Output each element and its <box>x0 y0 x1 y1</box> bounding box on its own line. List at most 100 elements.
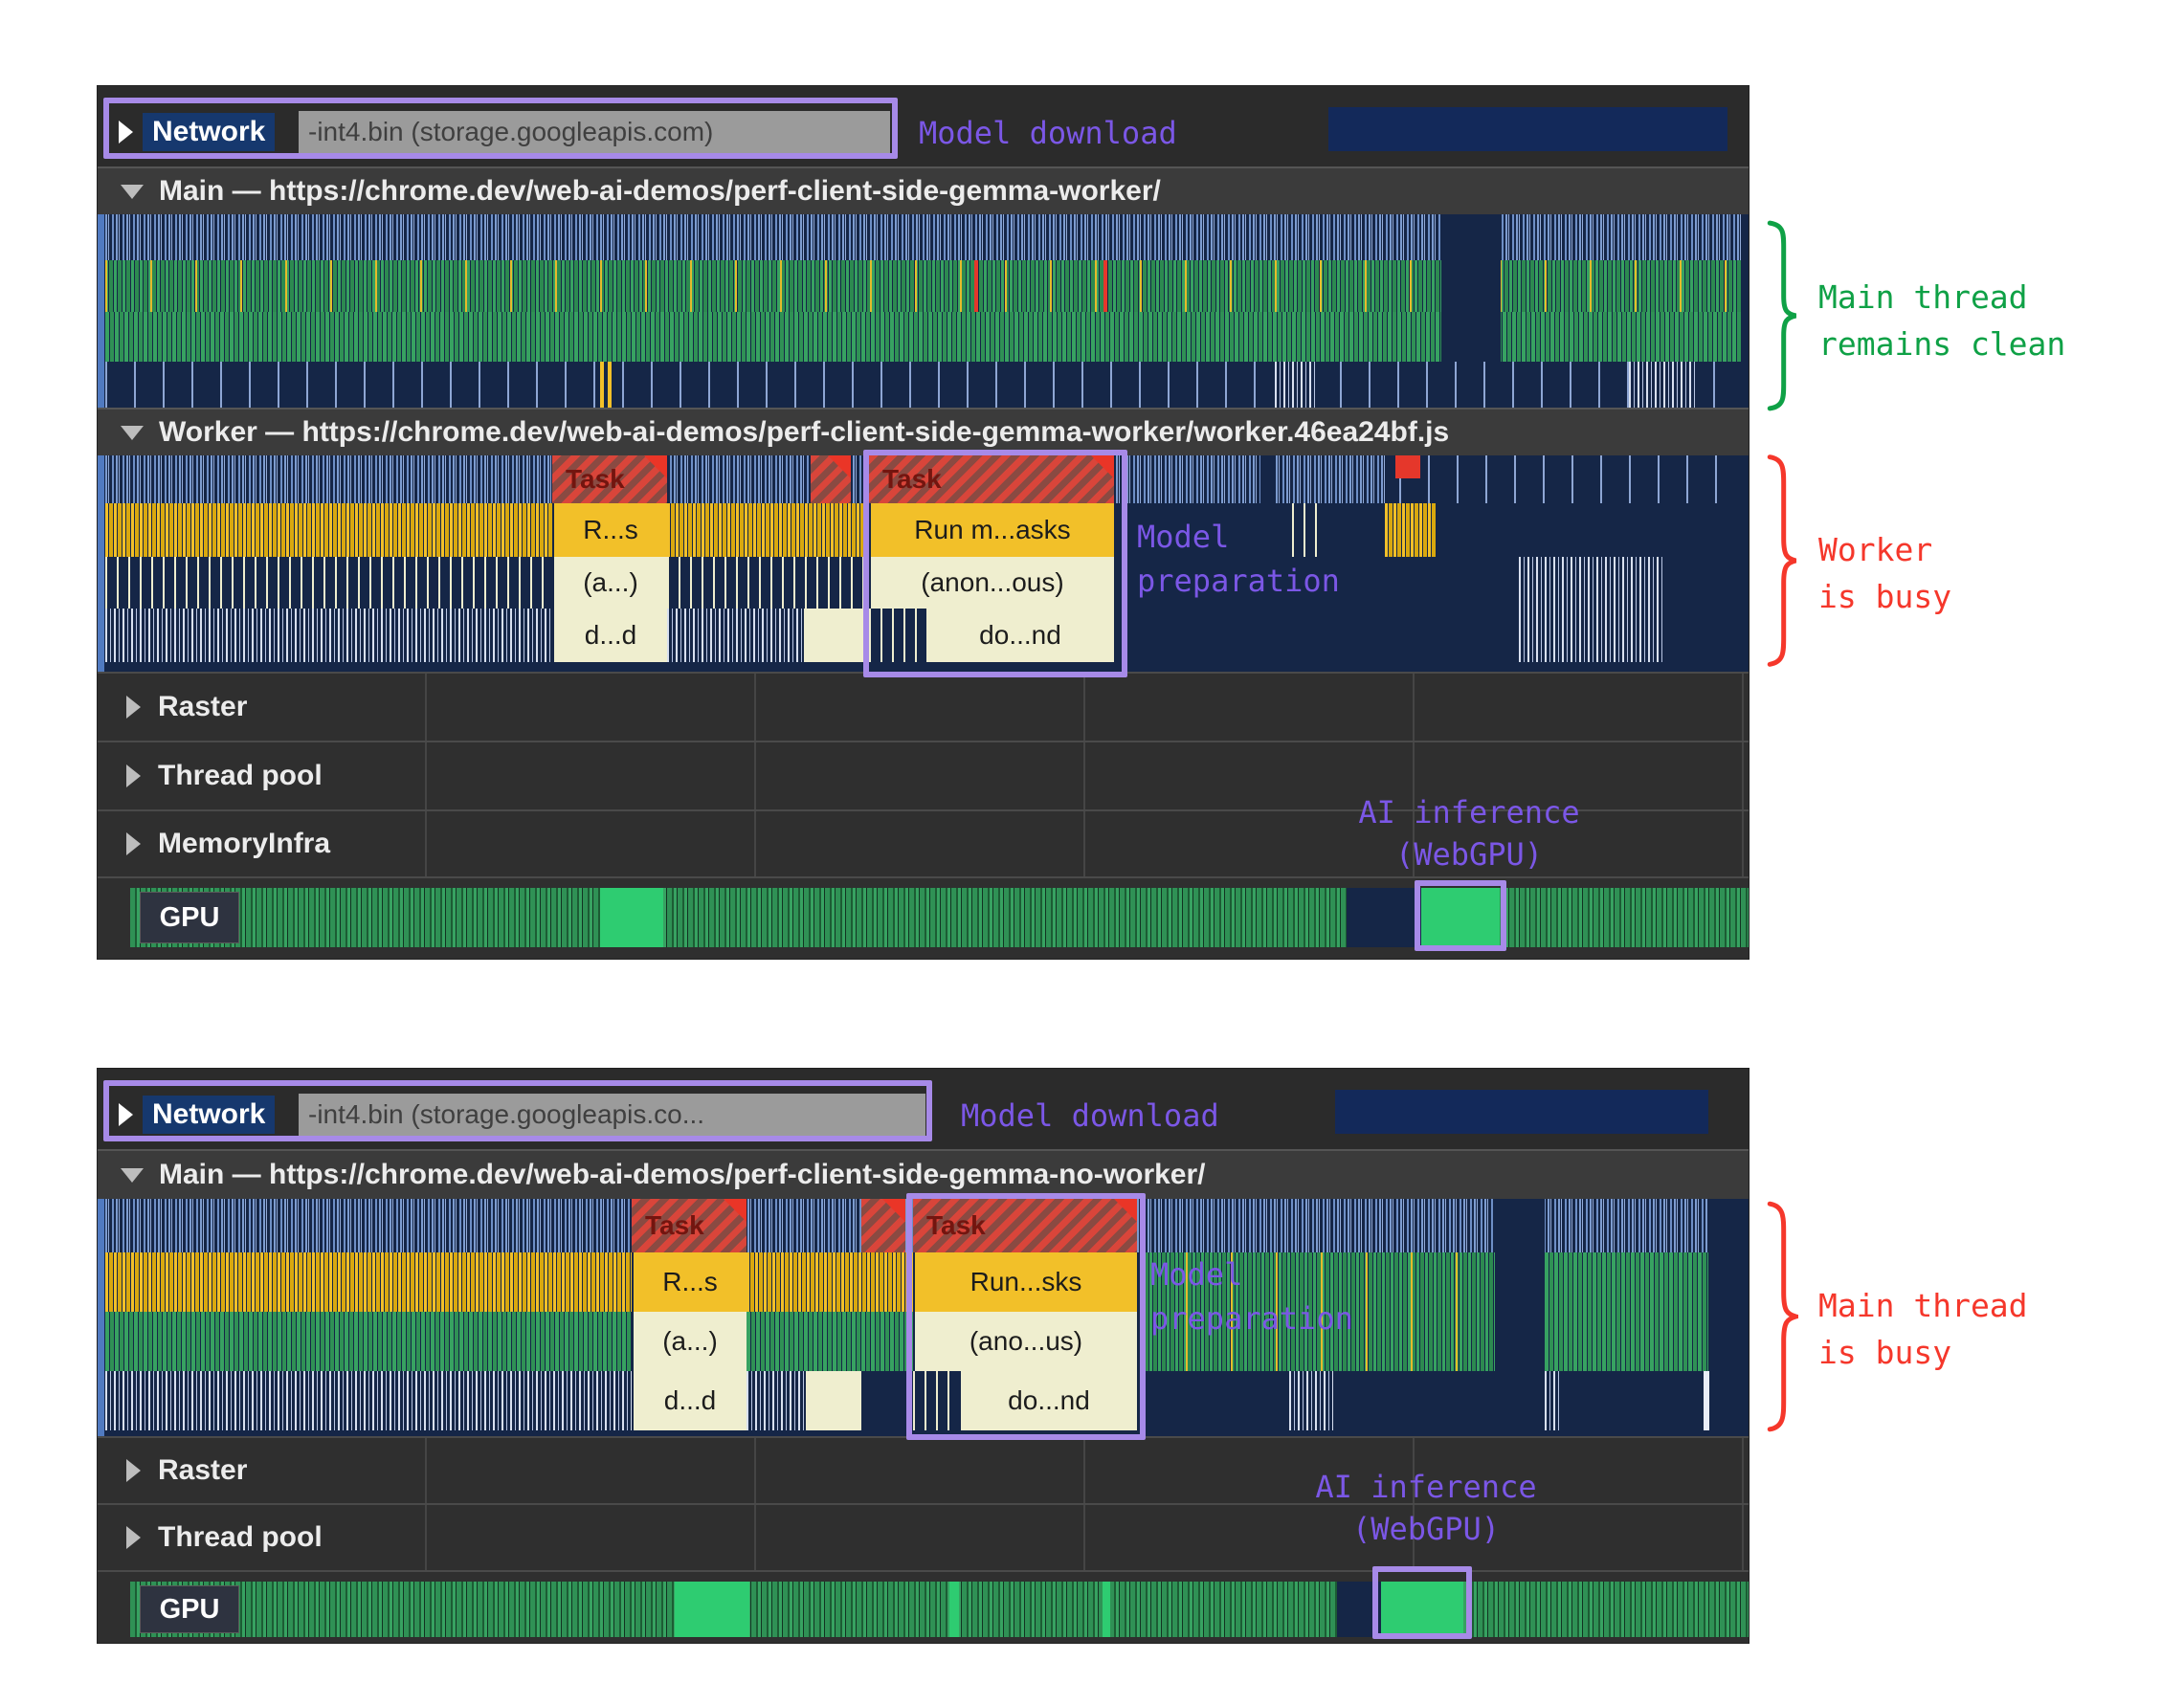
gpu-inference-burst[interactable] <box>1421 888 1500 947</box>
note-line: remains clean <box>1818 325 2066 363</box>
network-track-label[interactable]: Network <box>119 107 276 157</box>
long-task-block[interactable]: Task <box>913 1199 1137 1252</box>
gpu-burst <box>1103 1582 1110 1637</box>
gpu-inference-burst[interactable] <box>1381 1582 1463 1637</box>
note-line: Model <box>1137 519 1230 555</box>
main-thread-header[interactable]: Main — https://chrome.dev/web-ai-demos/p… <box>98 166 1749 214</box>
activity-block[interactable] <box>806 1371 861 1430</box>
activity-block[interactable] <box>804 609 863 662</box>
activity-stripes <box>105 557 552 609</box>
track-gpu[interactable]: GPU <box>98 1570 1749 1643</box>
track-memory-infra[interactable]: MemoryInfra <box>98 809 1749 876</box>
model-download-note: Model download <box>919 115 1177 151</box>
activity-stripes <box>105 609 552 662</box>
track-raster[interactable]: Raster <box>98 1436 1749 1503</box>
track-label: GPU <box>159 1593 220 1625</box>
long-task-block[interactable]: Task <box>869 455 1114 503</box>
worker-thread-header[interactable]: Worker — https://chrome.dev/web-ai-demos… <box>98 408 1749 455</box>
activity-stripes <box>747 1312 913 1371</box>
note-line: preparation <box>1150 1300 1353 1337</box>
gpu-burst <box>949 1582 959 1637</box>
block-label: d...d <box>584 620 637 650</box>
activity-stripes <box>747 1252 913 1312</box>
devtools-performance-panel-worker: -int4.bin (storage.googleapis.com) Netwo… <box>98 86 1749 959</box>
activity-tick <box>600 362 604 408</box>
green-brace <box>1766 218 1798 413</box>
task-label: Task <box>566 464 625 494</box>
block-label: d...d <box>663 1385 717 1415</box>
network-request-label: -int4.bin (storage.googleapis.co... <box>308 1099 705 1129</box>
track-label: Thread pool <box>158 1521 323 1553</box>
network-track: -int4.bin (storage.googleapis.com) Netwo… <box>98 86 1749 166</box>
track-thread-pool[interactable]: Thread pool <box>98 1503 1749 1570</box>
main-busy-note: Main thread is busy <box>1818 1282 2028 1376</box>
main-thread-header[interactable]: Main — https://chrome.dev/web-ai-demos/p… <box>98 1149 1749 1199</box>
model-preparation-note: Model preparation <box>1137 519 1340 599</box>
network-request-bar[interactable]: -int4.bin (storage.googleapis.com) <box>299 111 890 153</box>
long-task-block[interactable] <box>811 455 851 503</box>
note-line: (WebGPU) <box>1351 1511 1501 1547</box>
disclosure-triangle-icon[interactable] <box>126 764 141 787</box>
note-line: (WebGPU) <box>1394 836 1544 873</box>
track-raster[interactable]: Raster <box>98 672 1749 741</box>
download-block[interactable]: do...nd <box>925 609 1114 662</box>
long-task-corner-icon <box>1091 455 1114 478</box>
activity-stripes <box>1276 455 1385 503</box>
anonymous-block[interactable]: (a...) <box>552 557 667 609</box>
block-label: do...nd <box>979 620 1061 650</box>
anonymous-block[interactable]: (anon...ous) <box>869 557 1114 609</box>
main-thread-flamechart[interactable]: Task Task R...s Run...sks (a...) (ano...… <box>98 1199 1749 1436</box>
long-task-block[interactable]: Task <box>632 1199 747 1252</box>
block-label: R...s <box>662 1267 718 1296</box>
block-label: R...s <box>583 515 638 544</box>
anonymous-block[interactable]: (ano...us) <box>913 1312 1137 1371</box>
idle-gap <box>1495 1199 1545 1436</box>
run-tasks-block[interactable]: Run m...asks <box>869 503 1114 557</box>
collapse-triangle-icon[interactable] <box>121 1167 144 1183</box>
anonymous-block[interactable]: (a...) <box>632 1312 747 1371</box>
track-edge <box>98 214 104 408</box>
disclosure-triangle-icon[interactable] <box>126 832 141 855</box>
block-label: (ano...us) <box>969 1326 1083 1356</box>
network-request-bar[interactable]: -int4.bin (storage.googleapis.co... <box>299 1094 925 1136</box>
main-thread-flamechart[interactable] <box>98 214 1749 408</box>
activity-stripes <box>105 1252 632 1312</box>
network-track: -int4.bin (storage.googleapis.co... Netw… <box>98 1069 1749 1149</box>
download-block[interactable]: d...d <box>552 609 667 662</box>
gpu-burst <box>675 1582 749 1637</box>
download-block[interactable]: do...nd <box>959 1371 1137 1430</box>
disclosure-triangle-icon[interactable] <box>119 121 133 144</box>
track-thread-pool[interactable]: Thread pool <box>98 741 1749 809</box>
long-task-block[interactable] <box>861 1199 905 1252</box>
activity-stripes <box>105 1371 632 1430</box>
activity-stripes <box>1629 362 1696 408</box>
activity-stripes <box>667 557 869 609</box>
disclosure-triangle-icon[interactable] <box>119 1103 133 1126</box>
gpu-track-label: GPU <box>140 892 239 943</box>
activity-stripes <box>1141 1252 1495 1312</box>
worker-busy-note: Worker is busy <box>1818 526 1951 620</box>
gpu-activity-bar[interactable] <box>130 1582 1749 1637</box>
download-block[interactable]: d...d <box>632 1371 747 1430</box>
worker-flamechart[interactable]: Task Task R...s Run m...asks (a...) (ano… <box>98 455 1749 672</box>
block-label: Run...sks <box>969 1267 1082 1296</box>
long-task-corner-icon <box>644 455 667 478</box>
run-tasks-block[interactable]: R...s <box>632 1252 747 1312</box>
gpu-activity-bar[interactable] <box>130 888 1749 947</box>
disclosure-triangle-icon[interactable] <box>126 1526 141 1549</box>
activity-stripes <box>1545 1371 1560 1430</box>
main-thread-title: Main — https://chrome.dev/web-ai-demos/p… <box>159 175 1161 207</box>
activity-stripes <box>105 503 552 557</box>
run-tasks-block[interactable]: R...s <box>552 503 667 557</box>
collapse-triangle-icon[interactable] <box>121 184 144 199</box>
activity-stripes <box>747 1371 806 1430</box>
block-label: do...nd <box>1008 1385 1090 1415</box>
disclosure-triangle-icon[interactable] <box>126 696 141 719</box>
long-task-block[interactable]: Task <box>552 455 667 503</box>
collapse-triangle-icon[interactable] <box>121 425 144 440</box>
disclosure-triangle-icon[interactable] <box>126 1459 141 1482</box>
track-gpu[interactable]: GPU <box>98 876 1749 959</box>
network-track-label[interactable]: Network <box>119 1090 276 1140</box>
run-tasks-block[interactable]: Run...sks <box>913 1252 1137 1312</box>
activity-stripes <box>1545 1312 1708 1371</box>
